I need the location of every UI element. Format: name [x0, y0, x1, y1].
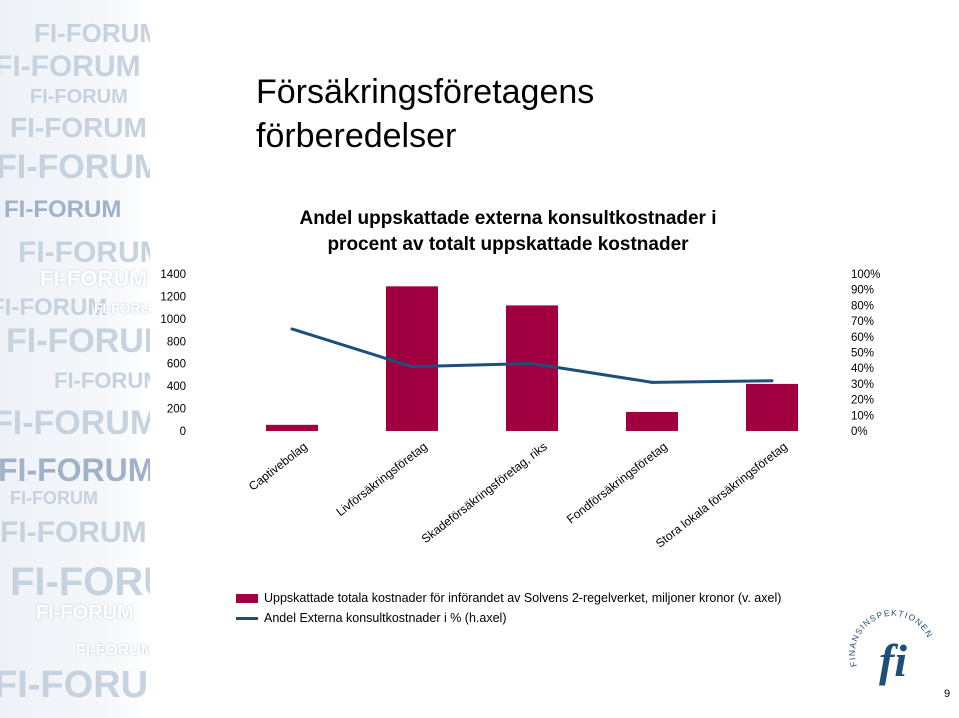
- watermark-text: FI-FORUM: [6, 322, 150, 360]
- watermark-text: FI-FORUM: [36, 602, 134, 624]
- bar: [626, 411, 678, 431]
- legend-item-bars: Uppskattade totala kostnader för införan…: [236, 588, 781, 608]
- watermark-text: FI-FORUM: [0, 664, 150, 706]
- right-axis-tick-label: 40%: [851, 363, 874, 375]
- left-axis-tick-label: 1000: [160, 314, 186, 326]
- bar: [746, 383, 798, 431]
- watermark-sidebar: FI-FORUM FI-FORUM FI-FORUM FI-FORUM FI-FORUM…: [0, 0, 150, 718]
- line-point: [290, 327, 294, 331]
- bar: [266, 424, 318, 431]
- chart-legend: Uppskattade totala kostnader för införan…: [236, 588, 781, 628]
- page-number: 9: [944, 688, 951, 700]
- page-title-line-2: förberedelser: [256, 117, 457, 155]
- watermark-text: FI-FORUM: [0, 294, 108, 321]
- watermark-text: FI-FORUM: [0, 452, 150, 488]
- left-axis-tick-label: 1400: [160, 269, 186, 281]
- watermark-text: FI-FORUM: [18, 236, 150, 269]
- watermark-text: FI-FORUM: [34, 18, 150, 48]
- left-axis-tick-label: 0: [180, 426, 186, 438]
- right-axis-tick-label: 90%: [851, 285, 874, 297]
- line-point: [650, 380, 654, 384]
- line-point: [770, 379, 774, 383]
- left-axis-tick-label: 1200: [160, 291, 186, 303]
- page-title-line-1: Försäkringsföretagens: [256, 73, 595, 111]
- chart-title-line-2: procent av totalt uppskattade kostnader: [327, 234, 689, 255]
- logo-fi-mark: fi: [879, 635, 907, 686]
- x-axis-tick-label: Skadeförsäkringsföretag, riks: [419, 439, 550, 546]
- watermark-text: FI-FORUM: [76, 642, 150, 659]
- right-axis-tick-label: 0%: [851, 426, 868, 438]
- x-axis-tick-label: Stora lokala försäkringsföretag: [653, 439, 790, 550]
- right-axis-tick-label: 50%: [851, 348, 874, 360]
- page-title: Försäkringsföretagens förberedelser: [256, 70, 594, 158]
- bar: [386, 286, 438, 431]
- watermark-text: FI-FORUM: [0, 516, 147, 549]
- watermark-text: FI-FORUM: [40, 266, 148, 291]
- line-point: [410, 365, 414, 369]
- watermark-text: FI-FORUM: [10, 488, 98, 508]
- right-axis-tick-label: 70%: [851, 316, 874, 328]
- left-axis-tick-label: 200: [167, 404, 186, 416]
- watermark-text: FI-FORUM: [30, 86, 128, 108]
- legend-item-line: Andel Externa konsultkostnader i % (h.ax…: [236, 608, 781, 628]
- watermark-text: FI-FORUM: [54, 368, 150, 393]
- left-axis-tick-label: 600: [167, 359, 186, 371]
- watermark-text: FI-FORUM: [0, 404, 150, 442]
- watermark-text: FI-FORUM: [0, 148, 150, 186]
- legend-swatch-bar: [236, 593, 258, 603]
- watermark-text: FI-FORUM: [10, 112, 147, 143]
- left-axis-tick-label: 400: [167, 381, 186, 393]
- line-point: [530, 361, 534, 365]
- right-axis-tick-label: 100%: [851, 269, 880, 281]
- watermark-text: FI-FORUM: [94, 300, 150, 316]
- fi-logo: FINANSINSPEKTIONEN fi: [843, 606, 943, 711]
- legend-label-line: Andel Externa konsultkostnader i % (h.ax…: [264, 611, 507, 625]
- legend-label-bars: Uppskattade totala kostnader för införan…: [264, 591, 782, 605]
- right-axis-tick-label: 80%: [851, 300, 874, 312]
- watermark-text: FI-FORUM: [0, 50, 141, 83]
- right-axis-tick-label: 60%: [851, 332, 874, 344]
- watermark-text: FI-FORUM: [4, 196, 122, 223]
- left-axis-tick-label: 800: [167, 336, 186, 348]
- legend-swatch-line: [236, 616, 258, 620]
- chart-title-line-1: Andel uppskattade externa konsultkostnad…: [299, 208, 716, 229]
- x-axis-tick-label: Fondförsäkringsföretag: [564, 439, 670, 526]
- x-axis-tick-label: Livförsäkringsföretag: [333, 439, 429, 519]
- watermark-text: FI-FORUM: [10, 560, 150, 604]
- right-axis-tick-label: 30%: [851, 379, 874, 391]
- right-axis-tick-label: 20%: [851, 395, 874, 407]
- x-axis-tick-label: Captivebolag: [246, 439, 310, 493]
- right-axis-tick-label: 10%: [851, 410, 874, 422]
- bar: [506, 305, 558, 431]
